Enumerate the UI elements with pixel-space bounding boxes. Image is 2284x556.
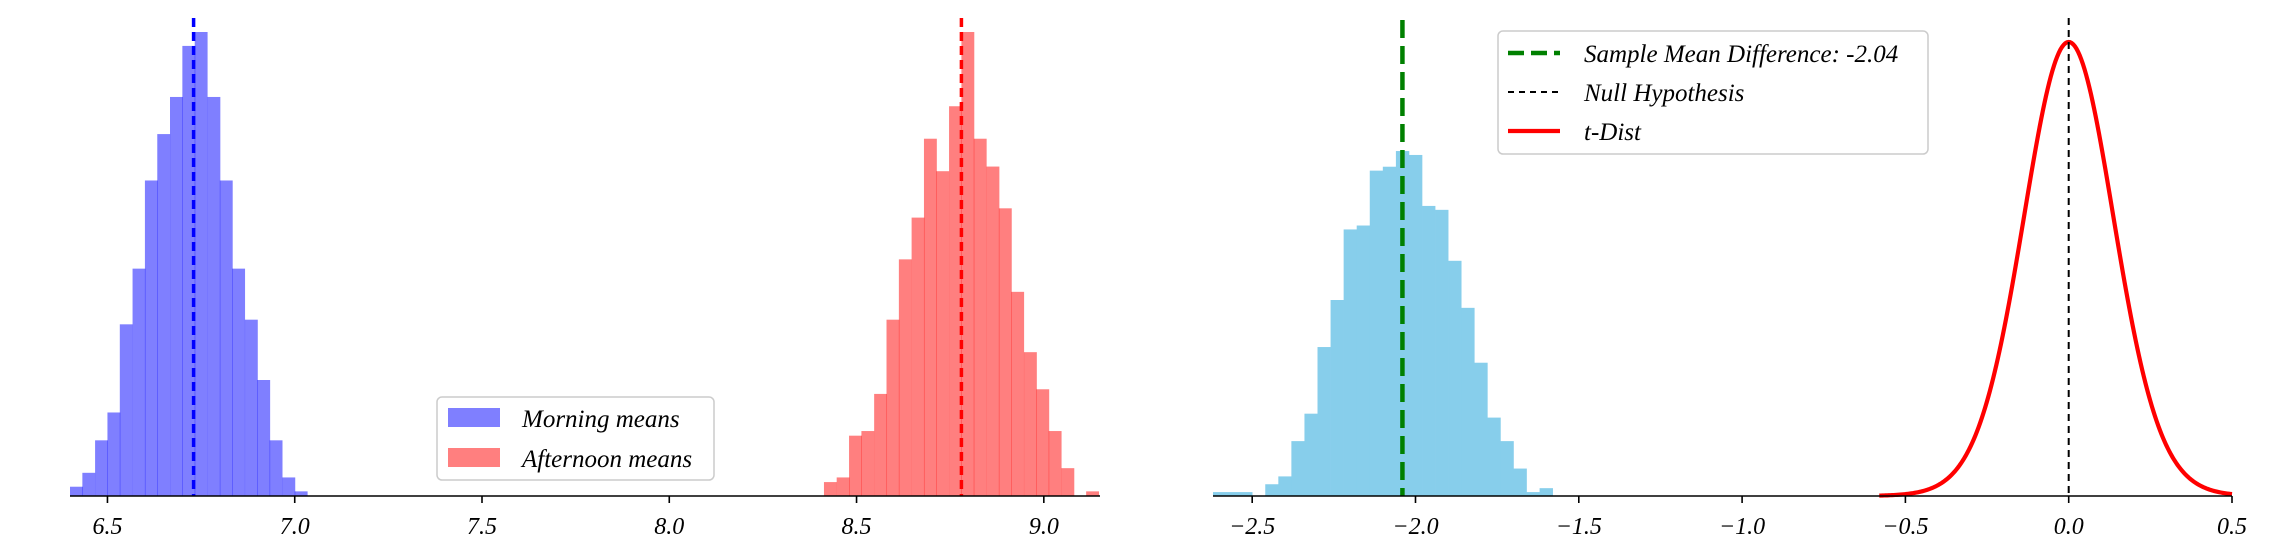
legend-frame xyxy=(1497,30,1929,155)
x-axis-ticks: 6.5 7.0 7.5 8.0 8.5 9.0 xyxy=(92,496,1059,540)
legend-label-morning: Morning means xyxy=(521,406,680,433)
x-tick-label: 6.5 xyxy=(92,514,122,540)
bar-morning-17 xyxy=(282,477,296,496)
bar-difference-0 xyxy=(1213,492,1227,496)
x-tick-label: 8.5 xyxy=(842,514,872,540)
x-axis-ticks: −2.5 −2.0 −1.5 −1.0 −0.5 0.0 0.5 xyxy=(1229,496,2247,540)
x-tick-label: 9.0 xyxy=(1029,514,1059,540)
bar-morning-14 xyxy=(244,319,258,496)
legend-swatch-afternoon xyxy=(448,448,500,467)
bar-afternoon-5 xyxy=(886,319,900,496)
bar-difference-11 xyxy=(1356,225,1371,496)
bar-afternoon-6 xyxy=(898,259,912,496)
bar-afternoon-19 xyxy=(1061,468,1075,496)
morning-afternoon-histogram-panel: 6.5 7.0 7.5 8.0 8.5 9.0 Morning means Afterno… xyxy=(70,18,1100,540)
legend-frame xyxy=(436,396,715,481)
bar-difference-17 xyxy=(1435,209,1449,496)
bar-difference-20 xyxy=(1474,362,1488,496)
x-tick-label: −1.0 xyxy=(1719,514,1765,540)
bar-morning-16 xyxy=(269,440,283,496)
bar-afternoon-21 xyxy=(1086,491,1100,496)
bar-difference-25 xyxy=(1539,488,1553,496)
bar-difference-6 xyxy=(1291,441,1305,496)
x-tick-label: 0.5 xyxy=(2217,514,2247,540)
bar-difference-16 xyxy=(1422,205,1436,497)
bar-difference-21 xyxy=(1487,417,1501,496)
difference-histogram-bars xyxy=(1213,151,1553,497)
bar-difference-13 xyxy=(1382,166,1397,496)
bar-afternoon-15 xyxy=(1011,291,1025,496)
bar-difference-10 xyxy=(1343,229,1358,496)
bar-afternoon-7 xyxy=(911,217,925,496)
bar-morning-7 xyxy=(157,134,171,496)
x-tick-label: −2.5 xyxy=(1229,514,1275,540)
bar-afternoon-9 xyxy=(936,171,950,496)
x-tick-label: 8.0 xyxy=(654,514,684,540)
x-tick-label: 7.0 xyxy=(280,514,310,540)
bar-morning-3 xyxy=(107,412,121,496)
bar-morning-13 xyxy=(232,268,246,496)
t-dist-curve xyxy=(1879,39,2233,498)
bar-difference-18 xyxy=(1448,260,1462,496)
bar-difference-12 xyxy=(1369,170,1384,496)
legend: Sample Mean Difference: -2.04 Null Hypot… xyxy=(1497,30,1929,155)
bar-difference-24 xyxy=(1526,492,1540,496)
bar-morning-1 xyxy=(82,472,96,496)
bar-afternoon-1 xyxy=(836,477,850,496)
bar-difference-5 xyxy=(1278,476,1292,496)
bar-difference-4 xyxy=(1265,484,1279,496)
legend-label-null-hypothesis: Null Hypothesis xyxy=(1583,80,1744,107)
bar-afternoon-14 xyxy=(998,208,1012,496)
bar-morning-6 xyxy=(144,180,158,497)
mean-difference-panel: −2.5 −2.0 −1.5 −1.0 −0.5 0.0 0.5 Sample Mean D… xyxy=(1213,18,2247,540)
bar-difference-15 xyxy=(1408,154,1423,496)
bar-afternoon-0 xyxy=(823,482,837,496)
bar-morning-8 xyxy=(170,96,183,497)
bar-morning-11 xyxy=(207,96,221,497)
histogram-bars xyxy=(70,32,1100,497)
bar-morning-4 xyxy=(119,324,133,496)
bar-afternoon-11 xyxy=(961,32,975,496)
x-tick-label: 7.5 xyxy=(467,514,497,540)
mean-lines xyxy=(191,18,964,496)
legend-label-sample-mean-difference: Sample Mean Difference: -2.04 xyxy=(1584,41,1898,68)
bar-difference-9 xyxy=(1330,300,1344,496)
bar-morning-15 xyxy=(257,380,271,496)
legend-label-t-dist: t-Dist xyxy=(1584,119,1642,146)
bar-difference-19 xyxy=(1461,307,1475,496)
bar-afternoon-3 xyxy=(861,431,875,496)
bar-afternoon-17 xyxy=(1036,389,1050,496)
legend-label-afternoon: Afternoon means xyxy=(520,446,692,473)
x-tick-label: −0.5 xyxy=(1882,514,1928,540)
bar-difference-1 xyxy=(1226,492,1240,496)
bar-difference-8 xyxy=(1317,347,1331,496)
bar-difference-23 xyxy=(1513,468,1527,496)
legend-swatch-morning xyxy=(448,408,500,427)
bar-difference-22 xyxy=(1500,441,1514,496)
bar-afternoon-18 xyxy=(1048,431,1062,496)
bar-morning-10 xyxy=(194,32,208,496)
x-tick-label: 0.0 xyxy=(2054,514,2084,540)
bar-morning-0 xyxy=(70,486,83,496)
bar-morning-12 xyxy=(219,180,233,497)
bar-afternoon-13 xyxy=(986,166,1000,496)
bar-morning-5 xyxy=(132,268,146,496)
bar-difference-7 xyxy=(1304,413,1318,496)
bar-afternoon-12 xyxy=(973,138,987,496)
bar-afternoon-4 xyxy=(874,393,888,496)
bar-afternoon-10 xyxy=(949,106,962,497)
x-tick-label: −2.0 xyxy=(1392,514,1438,540)
bar-morning-18 xyxy=(294,491,308,496)
bar-morning-2 xyxy=(95,440,108,496)
legend: Morning means Afternoon means xyxy=(436,396,715,481)
bar-afternoon-2 xyxy=(849,435,862,496)
x-tick-label: −1.5 xyxy=(1556,514,1602,540)
bar-afternoon-16 xyxy=(1023,352,1037,496)
bar-afternoon-8 xyxy=(923,138,937,496)
bar-difference-2 xyxy=(1239,492,1253,496)
